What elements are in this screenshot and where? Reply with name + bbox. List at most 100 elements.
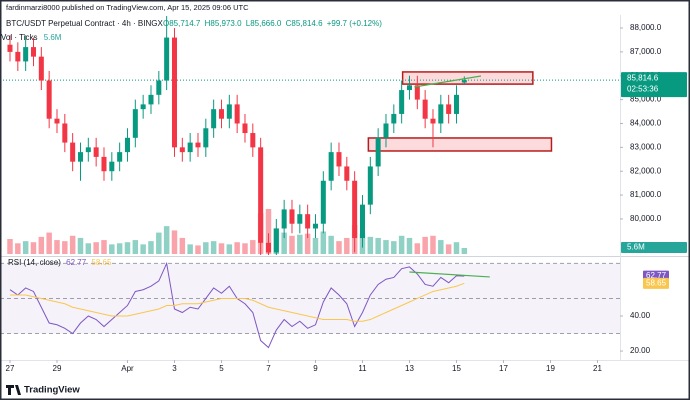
legend: BTC/USDT Perpetual Contract · 4h · BINGX…	[1, 19, 382, 267]
main-pane	[0, 16, 620, 255]
y-tick-label: 85,000.0	[630, 95, 662, 104]
y-tick-label: 88,000.0	[630, 23, 662, 32]
volume-bar	[375, 237, 381, 254]
x-tick-label: 29	[53, 364, 62, 373]
y-tick-label: 20.00	[630, 346, 651, 355]
volume-bar	[226, 244, 233, 254]
candle-body	[414, 85, 420, 100]
candle-body	[344, 166, 350, 181]
y-tick-label: 81,000.0	[630, 190, 662, 199]
rsi-value: 62.77	[66, 258, 87, 267]
y-tick-label: 80,000.0	[630, 214, 662, 223]
candle-body	[211, 109, 217, 129]
volume-bar	[140, 244, 146, 254]
rsi-line	[9, 282, 465, 322]
volume-bar	[93, 242, 99, 254]
volume-bar	[383, 240, 389, 254]
symbol-title: BTC/USDT Perpetual Contract · 4h · BINGX	[6, 19, 163, 28]
candle-body	[375, 137, 381, 167]
volume-bar	[101, 240, 107, 254]
rsi-ma-value: 58.65	[91, 258, 112, 267]
volume-title: Vol · Ticks	[1, 33, 37, 42]
candle-body	[179, 147, 185, 153]
volume-bar	[453, 242, 460, 254]
candle-body	[305, 214, 311, 229]
volume-bar	[250, 240, 256, 254]
candle-body	[234, 104, 240, 124]
x-tick-label: 21	[593, 364, 602, 373]
volume-bar	[148, 241, 154, 254]
candle-body	[70, 142, 76, 162]
volume-bar	[38, 236, 45, 254]
logo	[6, 385, 21, 395]
author-line: fardinmarzi8000 published on TradingView…	[6, 3, 249, 12]
volume-bar	[406, 237, 413, 254]
x-tick-label: 27	[6, 364, 15, 373]
x-tick-label: 17	[499, 364, 508, 373]
rsi-title: RSI (14, close)	[8, 258, 61, 267]
y-tick-label: 87,000.0	[630, 47, 662, 56]
x-tick-label: 7	[266, 364, 271, 373]
volume-bar	[391, 241, 397, 254]
candle-body	[273, 228, 279, 253]
candle-body	[359, 204, 365, 239]
candle-body	[62, 123, 68, 143]
candle-body	[391, 113, 397, 124]
candle-body	[336, 152, 342, 167]
volume-bar	[195, 245, 201, 254]
candle-body	[93, 147, 99, 157]
last-price-box	[621, 72, 687, 98]
candle-body	[148, 94, 154, 105]
volume-bar	[210, 241, 217, 254]
candle-body	[328, 152, 334, 181]
candle-body	[7, 44, 13, 52]
volume-bar	[30, 242, 37, 254]
rsi-value-box	[643, 277, 669, 289]
footer: TradingView	[6, 385, 80, 396]
volume-bar	[422, 236, 428, 254]
last-price-label: 85,814.6	[627, 73, 659, 82]
volume-bar	[438, 240, 444, 254]
candle-body	[15, 51, 21, 62]
x-tick-label: 13	[405, 364, 414, 373]
axis-labels: 27 29 Apr 3 5 7 9 11 13 15 17 19 21 80,000.0 81,000.0 8…	[6, 23, 687, 373]
volume-value: 5.6M	[44, 33, 62, 42]
candle-body	[289, 209, 295, 224]
volume-bar	[430, 235, 436, 254]
candle-body	[383, 123, 389, 138]
candle-body	[438, 104, 444, 124]
candle-body	[101, 156, 107, 172]
candle-body	[54, 118, 60, 124]
y-tick-label: 83,000.0	[630, 142, 662, 151]
candle-body	[30, 47, 36, 57]
volume-bar	[156, 232, 162, 254]
x-tick-label: 9	[313, 364, 318, 373]
volume-bar	[328, 235, 334, 254]
candle-body	[117, 152, 123, 162]
zone	[367, 137, 553, 152]
volume-bar	[171, 230, 178, 254]
volume-bar	[69, 235, 76, 254]
rsi-value-label: 58.65	[646, 278, 667, 287]
ohlc-low: L85,666.0	[246, 19, 282, 28]
rsi-pane	[0, 261, 620, 349]
candle-body	[352, 180, 358, 239]
candle-body	[109, 161, 115, 172]
candle-body	[156, 80, 162, 95]
volume-bar	[234, 242, 240, 254]
volume-bar	[77, 237, 84, 254]
candle-body	[367, 166, 373, 205]
volume-bar	[367, 236, 374, 254]
volume-bar	[15, 243, 21, 254]
x-tick-label: 15	[452, 364, 461, 373]
footer-brand: TradingView	[24, 385, 80, 396]
candle-body	[265, 242, 271, 253]
volume-bar	[242, 243, 248, 254]
candle-body	[453, 94, 459, 114]
ohlc-change: +99.7 (+0.12%)	[327, 19, 382, 28]
candle-body	[422, 99, 428, 119]
candle-body	[164, 37, 170, 81]
y-tick-label: 40.00	[630, 311, 651, 320]
